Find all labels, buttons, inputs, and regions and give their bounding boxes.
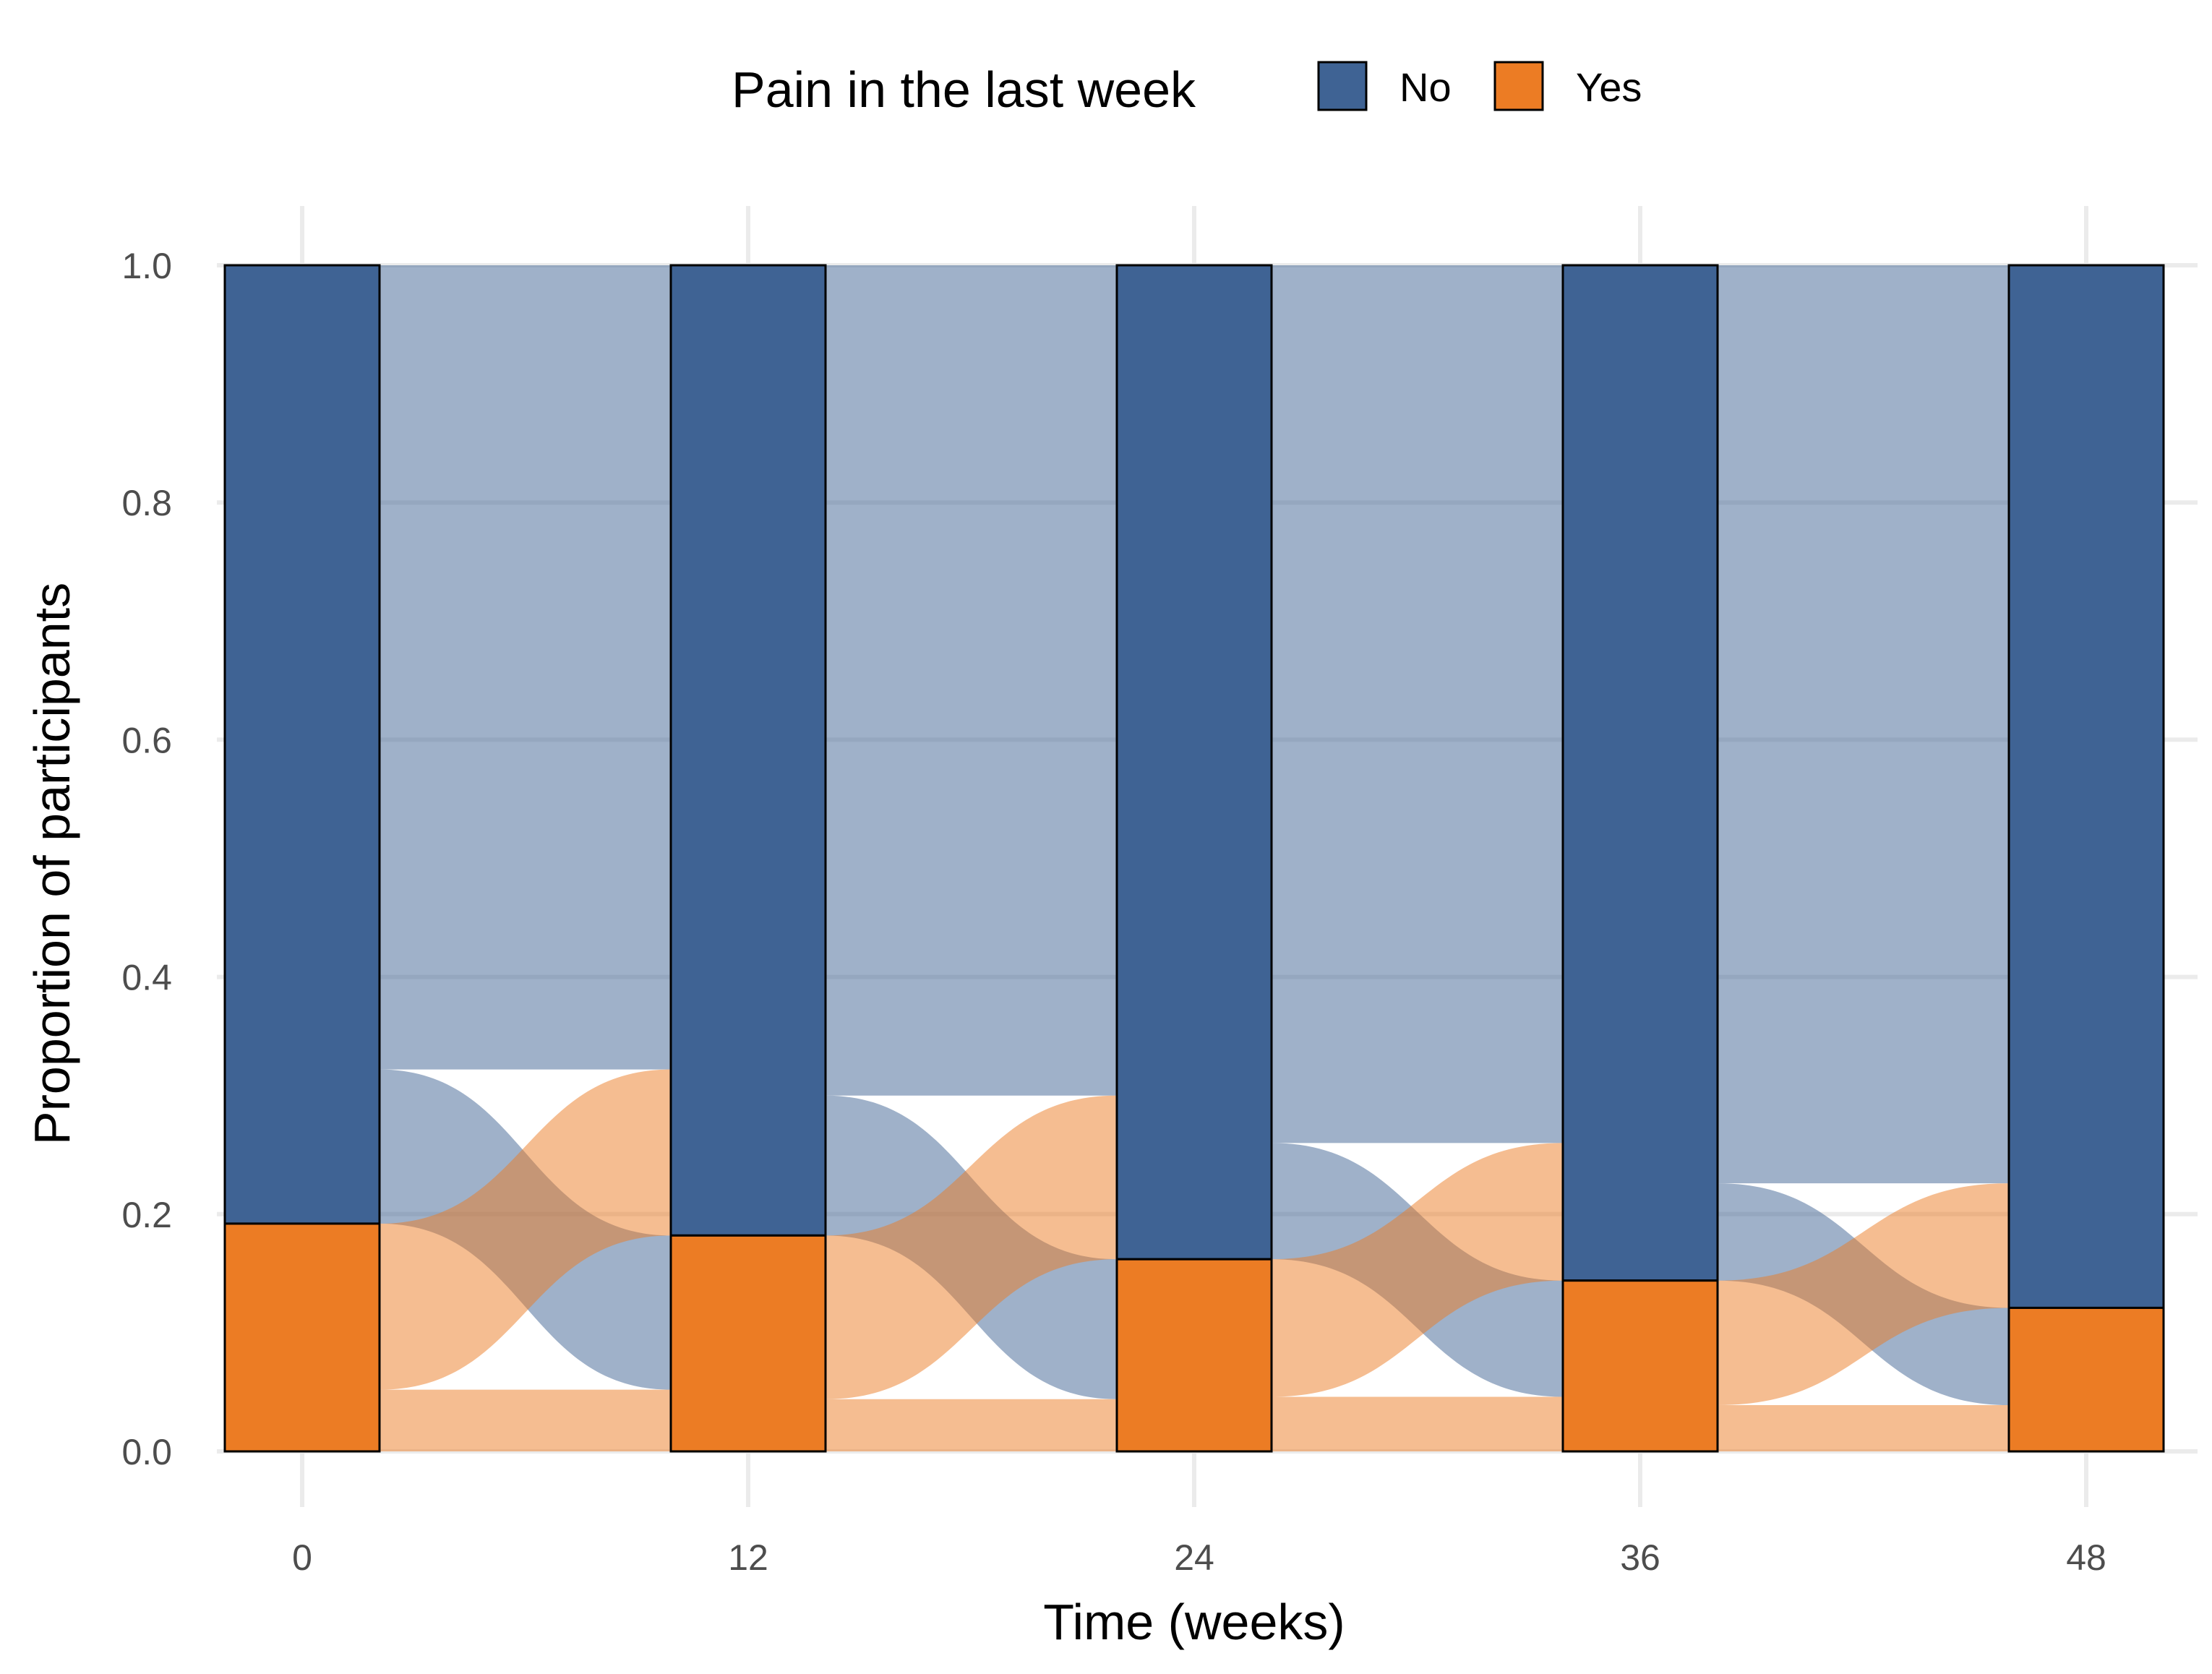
y-tick-label: 0.8: [121, 483, 172, 523]
x-tick-label: 24: [1174, 1537, 1214, 1578]
x-tick-label: 0: [292, 1537, 312, 1578]
y-axis-title: Proportion of participants: [24, 583, 80, 1145]
y-tick-label: 0.0: [121, 1432, 172, 1472]
bar-no: [223, 264, 381, 1225]
flow-yes-to-yes: [380, 1389, 671, 1451]
flow-yes-to-yes: [1718, 1405, 2009, 1451]
legend-title: Pain in the last week: [732, 61, 1196, 118]
x-tick-label: 48: [2066, 1537, 2106, 1578]
legend-key-no: [1317, 61, 1368, 111]
bar-yes: [1115, 1258, 1273, 1453]
x-tick-label: 12: [728, 1537, 768, 1578]
y-tick-label: 0.4: [121, 958, 172, 998]
bar-no: [2007, 264, 2165, 1309]
flow-yes-to-yes: [826, 1399, 1117, 1451]
bar-yes: [223, 1222, 381, 1453]
flow-no-to-no: [1718, 265, 2009, 1184]
y-tick-label: 0.6: [121, 720, 172, 760]
bar-no: [1561, 264, 1719, 1282]
flow-no-to-no: [826, 265, 1117, 1096]
flow-yes-to-no: [380, 1069, 671, 1390]
y-tick-label: 1.0: [121, 246, 172, 286]
bar-no: [669, 264, 827, 1237]
legend-label-yes: Yes: [1576, 64, 1642, 110]
bar-yes: [669, 1234, 827, 1453]
x-axis-title: Time (weeks): [1043, 1594, 1345, 1650]
bar-yes: [1561, 1279, 1719, 1453]
flow-yes-to-no: [1272, 1143, 1563, 1397]
y-tick-label: 0.2: [121, 1195, 172, 1235]
x-tick-label: 36: [1620, 1537, 1660, 1578]
legend-key-yes: [1493, 61, 1544, 111]
flow-no-to-no: [1272, 265, 1563, 1143]
flow-yes-to-yes: [1272, 1396, 1563, 1451]
legend-label-no: No: [1399, 64, 1452, 110]
bar-yes: [2007, 1306, 2165, 1453]
flow-yes-to-no: [1718, 1183, 2009, 1406]
flow-no-to-no: [380, 265, 671, 1070]
bar-no: [1115, 264, 1273, 1261]
flow-yes-to-no: [826, 1095, 1117, 1399]
